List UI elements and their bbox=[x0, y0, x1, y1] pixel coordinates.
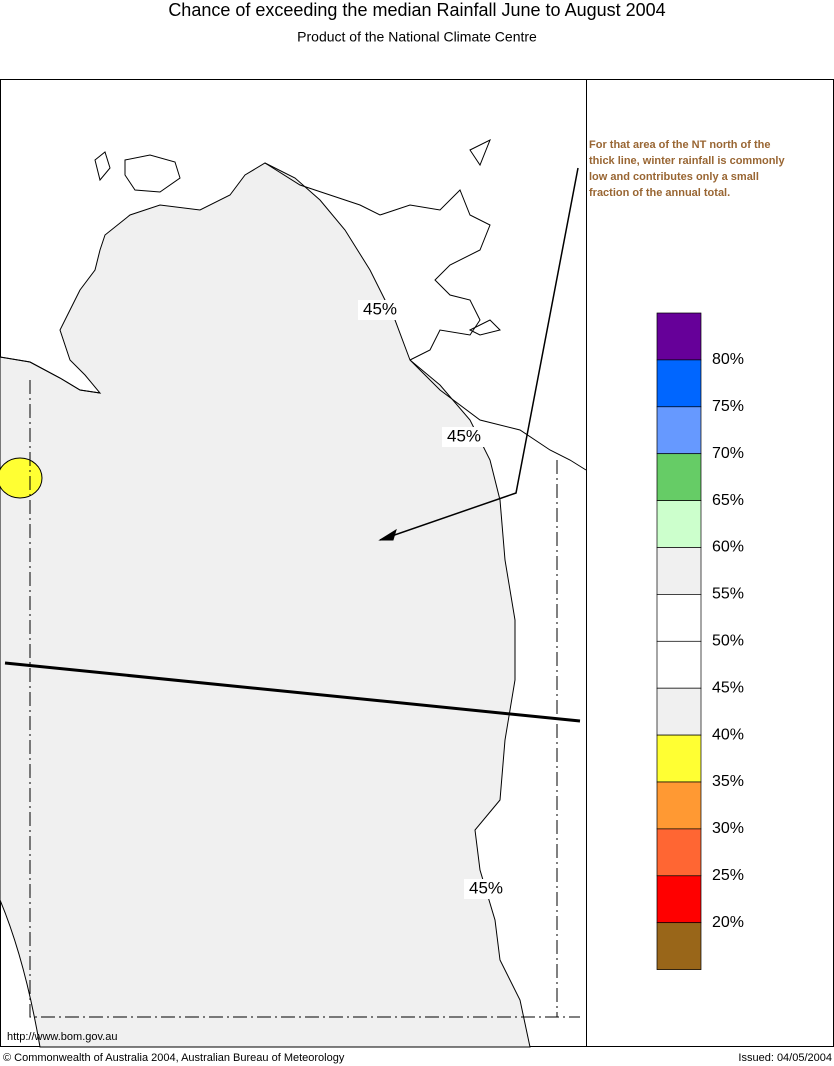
legend-label: 45% bbox=[712, 679, 744, 696]
legend-swatch bbox=[656, 875, 702, 924]
annotation-line: fraction of the annual total. bbox=[589, 187, 730, 199]
contour-label: 45% bbox=[447, 426, 481, 445]
yellow-region bbox=[0, 457, 43, 499]
legend-label: 25% bbox=[712, 867, 744, 884]
legend-label: 75% bbox=[712, 398, 744, 415]
legend-label: 70% bbox=[712, 445, 744, 462]
legend-swatch bbox=[656, 781, 702, 830]
map-extent-box bbox=[29, 380, 580, 1018]
legend-label: 50% bbox=[712, 633, 744, 650]
legend-swatch bbox=[656, 312, 702, 361]
contour-label: 45% bbox=[469, 878, 503, 897]
contour-labels: 45% 45% 45% bbox=[358, 299, 508, 899]
coastline bbox=[0, 162, 491, 394]
annotation-line: For that area of the NT north of the bbox=[589, 139, 771, 151]
contour-label: 45% bbox=[363, 299, 397, 318]
legend-swatch bbox=[656, 594, 702, 642]
legend-swatch bbox=[656, 547, 702, 595]
annotation-line: thick line, winter rainfall is commonly bbox=[589, 155, 785, 167]
legend-swatch bbox=[656, 922, 702, 970]
legend-swatch bbox=[656, 640, 702, 689]
legend-swatch bbox=[656, 734, 702, 783]
contour-label-bg bbox=[442, 427, 486, 447]
legend-label: 20% bbox=[712, 914, 744, 931]
arrow bbox=[379, 167, 579, 541]
legend-label: 55% bbox=[712, 586, 744, 603]
issued: Issued: 04/05/2004 bbox=[738, 1052, 832, 1064]
legend-swatch bbox=[656, 500, 702, 548]
legend-swatch bbox=[656, 406, 702, 455]
probability-region bbox=[0, 162, 531, 1048]
map bbox=[0, 138, 587, 1048]
thick-line bbox=[4, 661, 581, 723]
legend-label: 40% bbox=[712, 726, 744, 743]
copyright: © Commonwealth of Australia 2004, Austra… bbox=[3, 1052, 345, 1064]
annotation: For that area of the NT north of the thic… bbox=[589, 139, 785, 199]
contour-label-bg bbox=[358, 300, 402, 320]
islands-and-border bbox=[94, 138, 587, 471]
legend-swatch bbox=[656, 359, 702, 408]
subtitle: Product of the National Climate Centre bbox=[297, 29, 537, 45]
legend-swatch bbox=[656, 828, 702, 877]
legend-label: 80% bbox=[712, 351, 744, 368]
legend-label: 65% bbox=[712, 492, 744, 509]
legend-label: 35% bbox=[712, 773, 744, 790]
url: http://www.bom.gov.au bbox=[7, 1031, 117, 1043]
legend-label: 30% bbox=[712, 820, 744, 837]
contour-label-bg bbox=[464, 879, 508, 899]
legend: 80% 75% 70% 65% 60% 55% 50% 45% 40% 35% 30% 25% 20% bbox=[656, 312, 744, 970]
annotation-line: low and contributes only a small bbox=[589, 171, 759, 183]
arrow-head bbox=[378, 528, 397, 541]
legend-swatch bbox=[656, 687, 702, 736]
title: Chance of exceeding the median Rainfall … bbox=[168, 0, 665, 20]
legend-swatch bbox=[656, 453, 702, 501]
legend-label: 60% bbox=[712, 539, 744, 556]
